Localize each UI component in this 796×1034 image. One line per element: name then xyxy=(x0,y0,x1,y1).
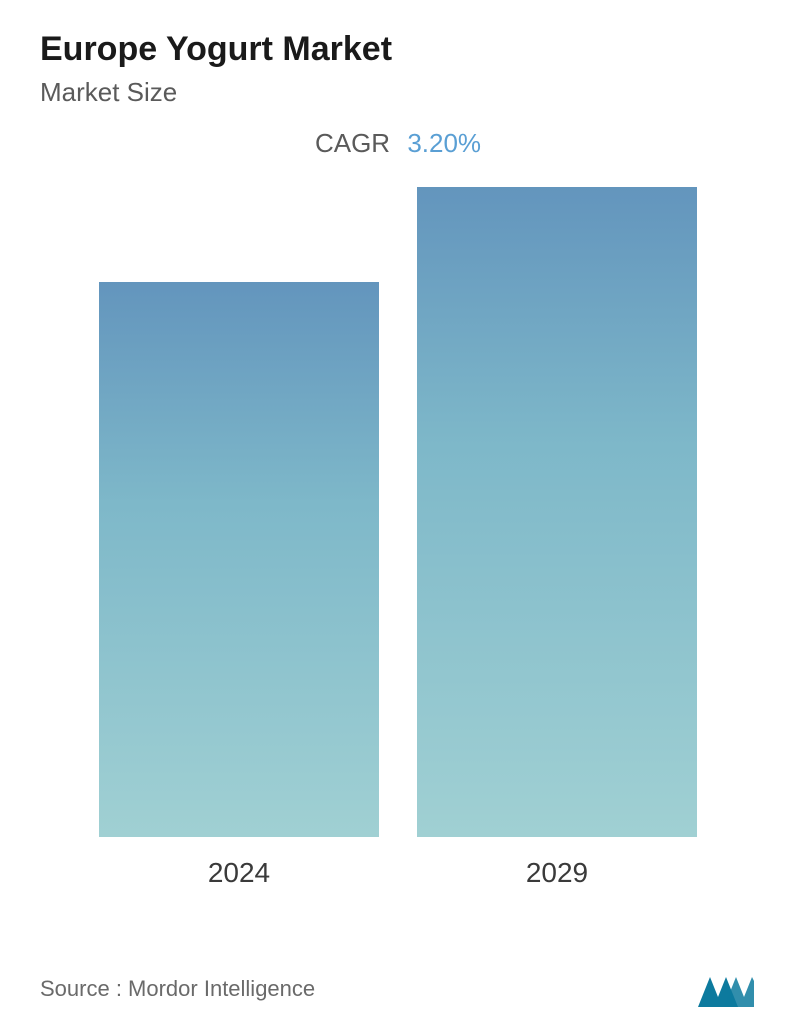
bar-0 xyxy=(99,282,379,837)
bar-group-0: 2024 xyxy=(99,282,379,889)
bar-label-1: 2029 xyxy=(526,857,588,889)
bar-1 xyxy=(417,187,697,837)
mordor-logo-icon xyxy=(696,969,756,1009)
bar-group-1: 2029 xyxy=(417,187,697,889)
footer: Source : Mordor Intelligence xyxy=(40,969,756,1009)
bar-chart: 2024 2029 xyxy=(40,189,756,889)
source-text: Source : Mordor Intelligence xyxy=(40,976,315,1002)
cagr-value: 3.20% xyxy=(407,128,481,158)
chart-subtitle: Market Size xyxy=(40,77,756,108)
cagr-row: CAGR 3.20% xyxy=(40,128,756,159)
bar-label-0: 2024 xyxy=(208,857,270,889)
cagr-label: CAGR xyxy=(315,128,390,158)
chart-title: Europe Yogurt Market xyxy=(40,30,756,69)
